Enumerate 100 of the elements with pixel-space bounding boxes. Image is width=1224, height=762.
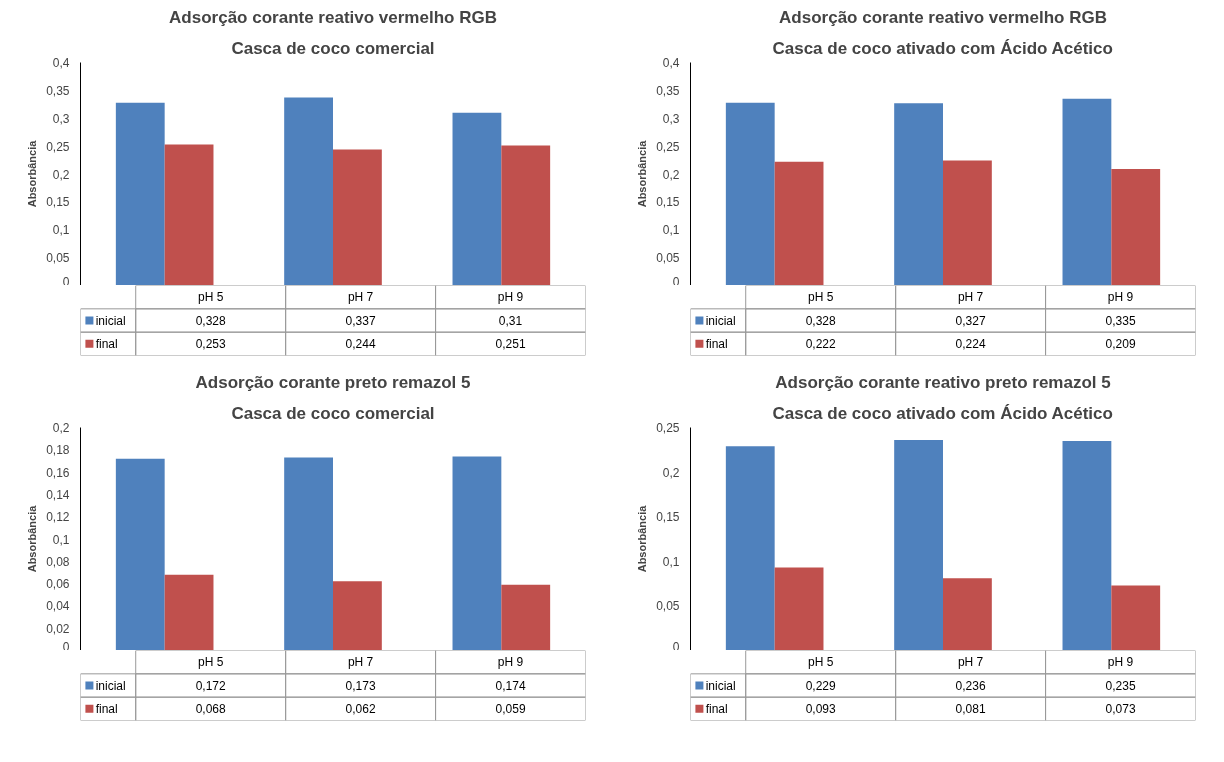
- bar: [115, 102, 165, 285]
- bar: [894, 439, 943, 650]
- data-label: 0,172: [195, 679, 227, 693]
- bar: [164, 144, 214, 285]
- data-label: 0,222: [805, 337, 837, 352]
- data-label: 0,174: [495, 679, 526, 693]
- data-label: 0,209: [1105, 337, 1136, 352]
- chart-subtitle: Casca de coco ativado com Ácido Acético: [772, 38, 1113, 58]
- bar: [284, 97, 333, 285]
- data-label: 0,253: [195, 337, 227, 352]
- bar: [501, 584, 551, 650]
- x-tick-label: pH 7: [957, 655, 984, 670]
- data-label: 0,235: [1105, 679, 1136, 693]
- data-label: 0,093: [805, 702, 837, 717]
- bar: [333, 581, 382, 650]
- bar: [943, 578, 992, 650]
- y-tick-label: 0,15: [656, 195, 680, 210]
- legend-label: inicial: [95, 313, 126, 328]
- y-tick-label: 0,1: [662, 223, 680, 238]
- bar: [452, 456, 502, 650]
- x-tick-label: pH 5: [808, 655, 834, 670]
- x-tick-label: pH 7: [347, 290, 374, 305]
- y-tick-label: 0,14: [46, 487, 70, 502]
- y-tick-label: 0,2: [52, 421, 70, 435]
- y-tick-label: 0,15: [46, 195, 70, 210]
- bar: [774, 161, 824, 285]
- y-tick-label: 0,04: [46, 599, 70, 614]
- y-tick-label: 0: [672, 639, 680, 654]
- data-label: 0,059: [495, 702, 526, 717]
- chart-subtitle: Casca de coco ativado com Ácido Acético: [772, 403, 1113, 423]
- data-label: 0,337: [345, 314, 376, 328]
- y-tick-label: 0: [672, 274, 680, 289]
- chart-title: Adsorção corante preto remazol 5: [195, 372, 471, 392]
- legend-label: final: [705, 336, 728, 351]
- y-tick-label: 0,05: [46, 251, 70, 266]
- x-tick-label: pH 7: [347, 655, 374, 670]
- chart-subtitle: Casca de coco comercial: [231, 38, 435, 58]
- bar: [164, 574, 214, 650]
- bar: [1062, 440, 1112, 650]
- y-tick-label: 0,02: [46, 621, 70, 636]
- y-tick-label: 0,16: [46, 465, 70, 480]
- y-tick-label: 0,1: [52, 223, 70, 238]
- bar: [725, 102, 775, 285]
- bar: [452, 112, 502, 285]
- y-tick-label: 0,3: [662, 111, 680, 126]
- y-tick-label: 0,25: [46, 139, 70, 154]
- data-label: 0,068: [195, 702, 227, 717]
- data-label: 0,073: [1105, 702, 1136, 717]
- y-tick-label: 0,25: [656, 139, 680, 154]
- y-tick-label: 0,2: [52, 167, 70, 182]
- data-label: 0,173: [345, 679, 376, 693]
- x-tick-label: pH 5: [808, 290, 834, 305]
- data-label: 0,244: [345, 337, 376, 352]
- chart-subtitle: Casca de coco comercial: [231, 403, 435, 423]
- y-tick-label: 0,3: [52, 111, 70, 126]
- y-tick-label: 0,05: [656, 251, 680, 266]
- y-axis-title: Absorbância: [26, 139, 39, 208]
- y-tick-label: 0,18: [46, 443, 70, 458]
- data-label: 0,31: [498, 314, 523, 328]
- chart-title: Adsorção corante reativo vermelho RGB: [169, 7, 497, 27]
- data-label: 0,328: [195, 314, 227, 328]
- bar: [943, 160, 992, 285]
- bar: [284, 457, 333, 650]
- bar: [333, 149, 382, 285]
- data-label: 0,328: [805, 314, 837, 328]
- y-axis-title: Absorbância: [636, 504, 649, 573]
- bar: [774, 567, 824, 650]
- chart-title: Adsorção corante reativo vermelho RGB: [779, 7, 1107, 27]
- legend-label: final: [705, 701, 728, 716]
- bar: [501, 145, 551, 285]
- y-tick-label: 0,35: [656, 83, 680, 98]
- chart-title: Adsorção corante reativo preto remazol 5: [775, 372, 1111, 392]
- data-label: 0,081: [955, 702, 986, 717]
- data-label: 0,327: [955, 314, 986, 328]
- data-label: 0,062: [345, 702, 376, 717]
- data-label: 0,236: [955, 679, 986, 693]
- legend-label: inicial: [705, 313, 736, 328]
- y-tick-label: 0: [62, 639, 70, 654]
- y-tick-label: 0,4: [52, 56, 70, 70]
- y-tick-label: 0,1: [52, 532, 70, 547]
- y-tick-label: 0,35: [46, 83, 70, 98]
- bar: [725, 446, 775, 650]
- bar: [894, 103, 943, 285]
- y-tick-label: 0,15: [656, 510, 680, 525]
- legend-label: inicial: [705, 678, 736, 693]
- y-tick-label: 0,08: [46, 554, 70, 569]
- data-label: 0,224: [955, 337, 986, 352]
- y-axis-title: Absorbância: [636, 139, 649, 208]
- bar: [1111, 168, 1161, 285]
- y-tick-label: 0,05: [656, 599, 680, 614]
- y-tick-label: 0,2: [662, 167, 680, 182]
- legend-label: final: [95, 701, 118, 716]
- legend-label: inicial: [95, 678, 126, 693]
- y-tick-label: 0,25: [656, 421, 680, 435]
- x-tick-label: pH 5: [198, 655, 224, 670]
- y-tick-label: 0,1: [662, 554, 680, 569]
- data-label: 0,251: [495, 337, 526, 352]
- bar: [115, 458, 165, 650]
- y-tick-label: 0: [62, 274, 70, 289]
- x-tick-label: pH 5: [198, 290, 224, 305]
